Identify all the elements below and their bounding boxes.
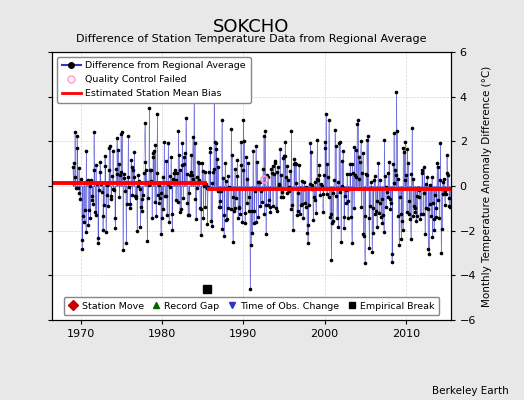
Legend: Station Move, Record Gap, Time of Obs. Change, Empirical Break: Station Move, Record Gap, Time of Obs. C… bbox=[63, 297, 440, 315]
Y-axis label: Monthly Temperature Anomaly Difference (°C): Monthly Temperature Anomaly Difference (… bbox=[482, 65, 492, 307]
Text: SOKCHO: SOKCHO bbox=[213, 18, 290, 36]
Text: Berkeley Earth: Berkeley Earth bbox=[432, 386, 508, 396]
Text: Difference of Station Temperature Data from Regional Average: Difference of Station Temperature Data f… bbox=[77, 34, 427, 44]
